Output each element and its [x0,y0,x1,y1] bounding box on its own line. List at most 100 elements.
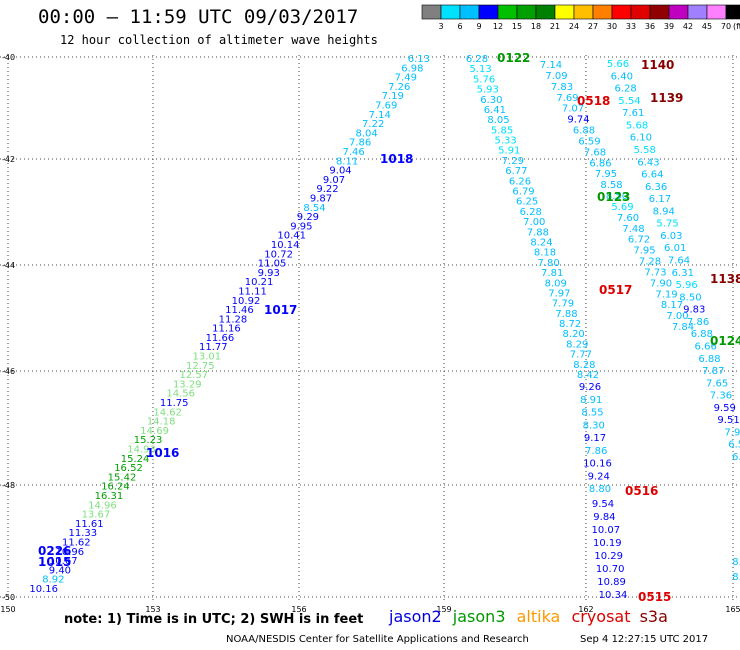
wave-height-value: 6.43 [637,157,659,168]
wave-height-value: 10.70 [596,564,625,575]
time-label-0515: 0515 [638,590,671,604]
wave-height-value: 7.95 [633,246,655,257]
wave-height-value: 7.84 [672,322,694,333]
wave-height-value: 16.52 [114,463,143,474]
satellite-legend: jason2 jason3 altika cryosat s3a [389,607,668,626]
wave-height-value: 7.88 [555,309,577,320]
wave-height-value: 5.58 [634,145,656,156]
time-label-1138: 1138 [710,272,740,286]
footer-note: note: 1) Time is in UTC; 2) SWH is in fe… [64,612,364,627]
wave-height-value: 5.85 [491,125,513,136]
lat-label: -42 [2,155,15,164]
wave-height-value: 14.93 [127,445,156,456]
wave-height-value: 9.04 [329,166,351,177]
colorbar-swatch [516,4,537,20]
time-label-1016: 1016 [146,446,179,460]
wave-height-value: 9.24 [588,471,610,482]
wave-height-value: 8.24 [530,237,552,248]
wave-height-value: 9.83 [683,305,705,316]
colorbar-tick-label: 18 [531,22,541,31]
wave-height-value: 14.18 [147,417,176,428]
lat-label: -46 [2,367,15,376]
wave-height-value: 9.07 [323,175,345,186]
legend-jason3: jason3 [452,607,506,626]
wave-height-value: 6.8 [732,452,740,463]
wave-height-value: 12.57 [179,370,208,381]
wave-height-value: 7.00 [523,217,545,228]
track-1015: 6.136.987.497.267.197.697.147.228.047.86… [29,54,430,595]
wave-height-value: 6.30 [480,95,502,106]
wave-height-value: 5.13 [469,64,491,75]
wave-height-value: 9.26 [579,382,601,393]
wave-height-value: 8.29 [566,339,588,350]
lat-lon-grid [0,55,740,600]
legend-cryosat: cryosat [571,607,631,626]
wave-height-value: 16.31 [95,491,124,502]
wave-height-value: 6.64 [641,170,663,181]
wave-height-value: 7.68 [584,147,606,158]
wave-height-value: 7.83 [551,82,573,93]
colorbar-tick-label: 33 [626,22,636,31]
legend-s3a: s3a [639,607,668,626]
colorbar-swatch [668,4,689,20]
wave-height-value: 7.36 [710,391,732,402]
wave-height-value: 11.28 [219,314,248,325]
wave-height-value: 6.41 [484,105,506,116]
track-0518: 7.147.097.837.697.079.746.886.597.686.86… [540,60,694,333]
wave-height-value: 6.28 [466,54,488,65]
wave-height-value: 6.01 [664,243,686,254]
wave-height-value: 5.66 [607,59,629,70]
wave-height-value: 6.98 [401,63,423,74]
time-label-1140: 1140 [641,58,674,72]
page-subtitle: 12 hour collection of altimeter wave hei… [60,33,378,47]
wave-height-value: 8.72 [559,319,581,330]
colorbar-swatch [497,4,518,20]
colorbar-tick-label: 6 [457,22,462,31]
wave-height-value: 15.42 [108,472,137,483]
wave-height-value: 10.72 [264,249,293,260]
wave-height-value: 10.41 [277,231,306,242]
wave-height-value: 10.89 [597,577,626,588]
colorbar-unit: (ft) [733,22,740,31]
footer-credit: NOAA/NESDIS Center for Satellite Applica… [226,634,529,645]
wave-height-value: 11.05 [258,259,287,270]
wave-height-value: 6.72 [628,235,650,246]
wave-height-value: 10.14 [271,240,300,251]
wave-height-value: 14.69 [140,426,169,437]
colorbar-tick-label: 24 [569,22,579,31]
wave-height-value: 7.14 [369,110,391,121]
wave-height-value: 16.24 [101,482,130,493]
wave-height-value: 6.28 [520,207,542,218]
wave-height-value: 7.73 [644,267,666,278]
wave-height-value: 11.33 [69,528,98,539]
colorbar-tick-label: 36 [645,22,655,31]
wave-height-value: 8.80 [589,484,611,495]
wave-height-value: 7.77 [570,350,592,361]
time-label-0122: 0122 [497,51,530,65]
wave-height-value: 8.92 [42,575,64,586]
wave-height-value: 8.20 [563,329,585,340]
wave-height-value: 6.66 [695,341,717,352]
colorbar-tick-label: 30 [607,22,617,31]
wave-height-value: 5.75 [656,219,678,230]
colorbar-tick-label: 42 [683,22,693,31]
wave-height-value: 6.77 [505,166,527,177]
time-label-0517: 0517 [599,283,632,297]
wave-height-value: 7.22 [362,119,384,130]
wave-height-value: 11.11 [238,286,267,297]
wave-height-tracks: 6.136.987.497.267.197.697.147.228.047.86… [29,54,740,601]
wave-height-value: 6.36 [645,182,667,193]
lat-label: -48 [2,481,15,490]
wave-height-value: 7.95 [595,169,617,180]
wave-height-value: 8. [732,572,740,583]
lon-label: 150 [0,605,15,614]
wave-height-value: 9.22 [316,184,338,195]
wave-height-value: 6.40 [611,71,633,82]
colorbar-tick-label: 45 [702,22,712,31]
wave-height-value: 7.88 [527,227,549,238]
wave-height-value: 7.81 [541,268,563,279]
wave-height-value: 8.50 [679,292,701,303]
